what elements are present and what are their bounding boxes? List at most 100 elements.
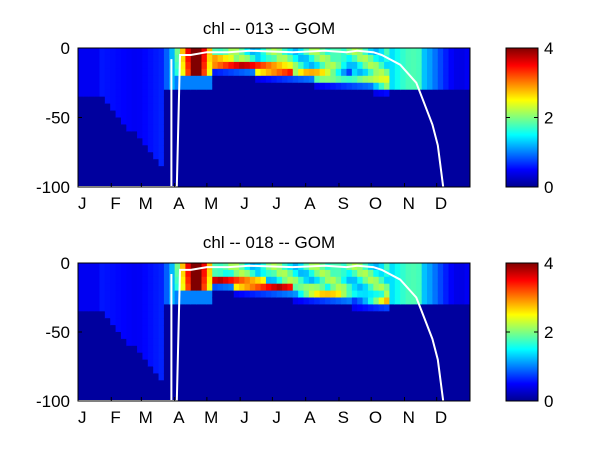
heatmap-cell: [185, 394, 192, 401]
heatmap-cell: [346, 75, 353, 84]
heatmap-cell: [158, 394, 165, 401]
heatmap-cell: [437, 311, 444, 319]
heatmap-cell: [464, 359, 470, 368]
heatmap-cell: [367, 82, 374, 91]
heatmap-cell: [335, 304, 342, 312]
heatmap-cell: [292, 152, 299, 160]
heatmap-cell: [400, 75, 407, 84]
heatmap-cell: [453, 103, 460, 112]
heatmap-cell: [265, 332, 272, 340]
heatmap-cell: [421, 366, 428, 374]
heatmap-cell: [120, 180, 127, 187]
heatmap-cell: [453, 311, 460, 319]
heatmap-cell: [292, 103, 299, 112]
x-tick-label: J: [272, 408, 281, 427]
heatmap-cell: [217, 276, 224, 285]
heatmap-cell: [222, 373, 229, 381]
heatmap-cell: [158, 68, 165, 77]
heatmap-cell: [147, 75, 154, 84]
heatmap-cell: [335, 325, 342, 333]
heatmap-cell: [421, 283, 428, 292]
heatmap-cell: [255, 159, 262, 167]
heatmap-cell: [212, 75, 219, 84]
heatmap-cell: [357, 269, 364, 278]
heatmap-cell: [287, 61, 294, 70]
heatmap-cell: [265, 345, 272, 354]
heatmap-cell: [137, 311, 144, 319]
heatmap-cell: [308, 138, 315, 146]
heatmap-cell: [88, 269, 95, 278]
heatmap-cell: [416, 110, 423, 119]
heatmap-cell: [330, 394, 337, 401]
heatmap-cell: [142, 173, 149, 181]
heatmap-cell: [410, 263, 417, 271]
heatmap-cell: [110, 332, 117, 340]
heatmap-cell: [335, 352, 342, 361]
heatmap-cell: [142, 68, 149, 77]
heatmap-cell: [174, 48, 181, 56]
heatmap-cell: [196, 345, 203, 354]
heatmap-cell: [362, 61, 369, 70]
heatmap-cell: [432, 166, 439, 174]
x-tick-label: N: [403, 408, 415, 427]
heatmap-cell: [427, 304, 434, 312]
heatmap-cell: [260, 138, 267, 146]
heatmap-cell: [201, 380, 208, 388]
heatmap-cell: [298, 359, 305, 368]
heatmap-cell: [265, 103, 272, 112]
heatmap-cell: [110, 283, 117, 292]
heatmap-cell: [384, 325, 391, 333]
heatmap-cell: [335, 159, 342, 167]
heatmap-cell: [292, 89, 299, 98]
heatmap-cell: [453, 366, 460, 374]
heatmap-cell: [201, 103, 208, 112]
heatmap-cell: [120, 387, 127, 395]
heatmap-cell: [239, 269, 246, 278]
heatmap-cell: [255, 180, 262, 187]
heatmap-cell: [212, 152, 219, 160]
heatmap-cell: [104, 48, 111, 56]
heatmap-cell: [282, 124, 289, 132]
heatmap-cell: [110, 110, 117, 119]
heatmap-cell: [384, 332, 391, 340]
heatmap-cell: [271, 283, 278, 292]
heatmap-cell: [459, 61, 466, 70]
heatmap-cell: [271, 359, 278, 368]
heatmap-cell: [78, 373, 84, 381]
heatmap-cell: [437, 68, 444, 77]
heatmap-cell: [99, 304, 106, 312]
heatmap-cell: [416, 276, 423, 285]
heatmap-cell: [239, 124, 246, 132]
heatmap-cell: [137, 345, 144, 354]
heatmap-cell: [410, 89, 417, 98]
heatmap-cell: [459, 166, 466, 174]
heatmap-cell: [362, 269, 369, 278]
heatmap-cell: [437, 173, 444, 181]
heatmap-cell: [94, 387, 101, 395]
heatmap-cell: [110, 173, 117, 181]
heatmap-cell: [314, 380, 321, 388]
heatmap-cell: [405, 75, 412, 84]
heatmap-cell: [346, 82, 353, 91]
heatmap-cell: [131, 276, 138, 285]
heatmap-cell: [335, 61, 342, 70]
heatmap-cell: [233, 180, 240, 187]
heatmap-cell: [400, 145, 407, 153]
heatmap-cell: [453, 283, 460, 292]
heatmap-cell: [99, 332, 106, 340]
heatmap-cell: [421, 124, 428, 132]
heatmap-cell: [201, 276, 208, 285]
heatmap-cell: [346, 166, 353, 174]
heatmap-cell: [217, 54, 224, 63]
heatmap-cell: [260, 82, 267, 91]
heatmap-cell: [319, 152, 326, 160]
heatmap-cell: [201, 332, 208, 340]
heatmap-cell: [416, 304, 423, 312]
heatmap-cell: [222, 124, 229, 132]
heatmap-cell: [400, 269, 407, 278]
heatmap-cell: [88, 263, 95, 271]
heatmap-cell: [196, 359, 203, 368]
heatmap-cell: [341, 338, 348, 347]
heatmap-cell: [271, 145, 278, 153]
heatmap-cell: [384, 387, 391, 395]
